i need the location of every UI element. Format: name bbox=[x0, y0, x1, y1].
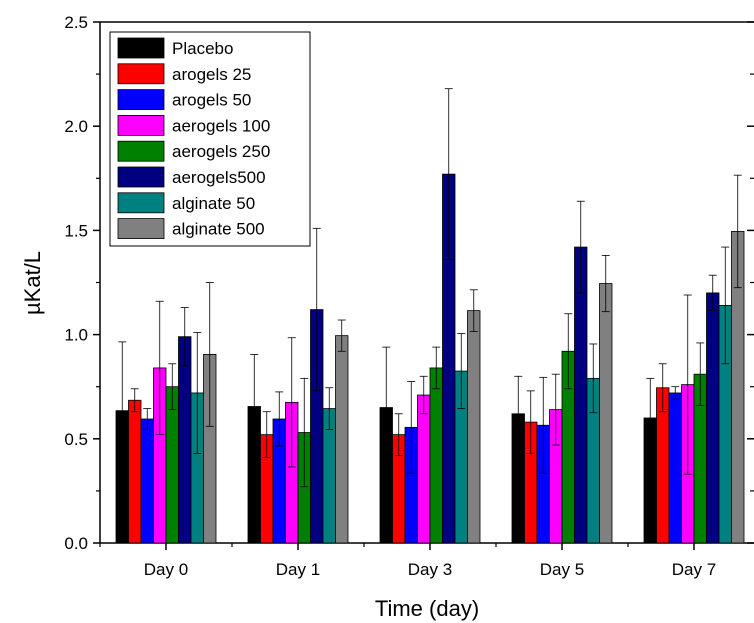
legend: Placebo arogels 25 arogels 50 aerogels 100 a… bbox=[109, 31, 311, 247]
bar-series-group bbox=[115, 88, 745, 544]
bar bbox=[417, 394, 431, 544]
bar bbox=[668, 392, 682, 544]
x-tick-label: Day 0 bbox=[144, 560, 188, 579]
x-tick-label: Day 5 bbox=[540, 560, 584, 579]
bar bbox=[335, 335, 349, 544]
legend-label: arogels 50 bbox=[172, 91, 251, 110]
bar bbox=[599, 283, 613, 544]
legend-swatch bbox=[117, 115, 165, 136]
bar bbox=[165, 386, 179, 544]
legend-swatch bbox=[117, 166, 165, 188]
legend-label: aerogels500 bbox=[172, 168, 266, 187]
x-tick-label: Day 3 bbox=[408, 560, 452, 579]
legend-swatch bbox=[117, 218, 165, 240]
y-tick-label: 0.5 bbox=[64, 430, 88, 449]
legend-label: aerogels 250 bbox=[172, 142, 270, 161]
legend-swatch bbox=[117, 37, 165, 59]
y-tick-label: 2.5 bbox=[64, 13, 88, 32]
legend-label: Placebo bbox=[172, 39, 233, 58]
legend-label: alginate 500 bbox=[172, 220, 265, 239]
legend-swatch bbox=[117, 63, 165, 85]
bar bbox=[706, 292, 720, 544]
bar bbox=[128, 399, 142, 544]
x-tick-label: Day 1 bbox=[276, 560, 320, 579]
y-tick-label: 1.5 bbox=[64, 221, 88, 240]
y-tick-label: 2.0 bbox=[64, 117, 88, 136]
bar bbox=[178, 336, 192, 544]
x-tick-label: Day 7 bbox=[672, 560, 716, 579]
legend-label: alginate 50 bbox=[172, 194, 255, 213]
bar bbox=[429, 367, 443, 544]
legend-swatch bbox=[117, 89, 165, 110]
bar bbox=[467, 310, 481, 544]
legend-swatch bbox=[117, 192, 165, 214]
legend-swatch bbox=[117, 140, 165, 162]
legend-label: aerogels 100 bbox=[172, 116, 270, 135]
y-axis-title: µKat/L bbox=[20, 251, 45, 315]
y-axis-ticks: 0.0 0.5 1.0 1.5 2.0 2.5 bbox=[64, 13, 754, 553]
legend-label: arogels 25 bbox=[172, 65, 251, 84]
x-axis-title: Time (day) bbox=[375, 596, 479, 621]
x-axis-ticks: Day 0 Day 1 Day 3 Day 5 Day 7 bbox=[99, 543, 716, 579]
bar bbox=[140, 418, 154, 544]
y-tick-label: 1.0 bbox=[64, 326, 88, 345]
y-tick-label: 0.0 bbox=[64, 534, 88, 553]
